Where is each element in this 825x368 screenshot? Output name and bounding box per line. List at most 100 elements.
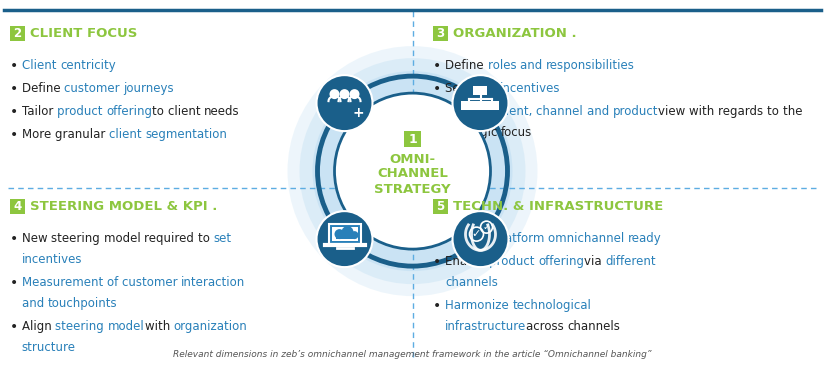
Text: infrastructure: infrastructure [446,320,526,333]
Text: STRATEGY: STRATEGY [375,183,450,196]
Text: Define: Define [446,59,488,72]
Text: Relevant dimensions in zeb’s omnichannel management framework in the article “Om: Relevant dimensions in zeb’s omnichannel… [173,350,652,359]
Ellipse shape [287,46,538,296]
Text: •: • [10,128,18,142]
Text: and: and [520,59,546,72]
Ellipse shape [342,226,353,238]
FancyBboxPatch shape [433,199,448,214]
Text: Harmonize: Harmonize [446,299,512,312]
Text: •: • [433,255,441,269]
Text: New: New [22,232,51,245]
Text: segmentation: segmentation [145,128,227,141]
Text: •: • [433,299,441,313]
Text: customer: customer [64,82,124,95]
Text: ✓: ✓ [472,229,481,239]
Ellipse shape [351,231,359,239]
Text: channels: channels [568,320,620,333]
Ellipse shape [350,89,360,99]
Text: CHANNEL: CHANNEL [377,167,448,180]
FancyBboxPatch shape [328,224,361,244]
Text: •: • [10,105,18,119]
FancyBboxPatch shape [332,227,357,241]
Text: Tailor: Tailor [22,105,57,118]
Text: •: • [10,82,18,96]
Text: •: • [433,82,441,96]
Text: •: • [10,320,18,334]
Ellipse shape [452,211,508,267]
Text: the: the [783,105,806,118]
Text: Client: Client [22,59,60,72]
FancyBboxPatch shape [10,26,25,41]
Text: 3: 3 [436,27,445,40]
Text: structure: structure [22,341,76,354]
Ellipse shape [329,89,340,99]
Text: OMNI-: OMNI- [389,153,436,166]
Text: 4: 4 [13,200,21,213]
Text: omnichannel: omnichannel [548,232,628,245]
Text: •: • [10,276,18,290]
Ellipse shape [317,75,373,131]
Text: channel: channel [536,105,587,118]
Text: Align: Align [22,320,55,333]
Text: client,: client, [496,105,536,118]
Text: Product: Product [446,232,493,245]
Text: CLIENT FOCUS: CLIENT FOCUS [30,27,137,40]
Text: to: to [198,232,214,245]
Text: roles: roles [488,59,520,72]
FancyBboxPatch shape [433,26,448,41]
Text: Balance: Balance [446,105,496,118]
Text: Measurement: Measurement [22,276,107,289]
Text: incentives: incentives [22,253,82,266]
FancyBboxPatch shape [10,199,25,214]
Ellipse shape [334,229,345,239]
Text: journeys: journeys [124,82,174,95]
Text: model: model [104,232,144,245]
Text: across: across [526,320,568,333]
Text: offering: offering [106,105,153,118]
Text: responsibilities: responsibilities [546,59,634,72]
FancyBboxPatch shape [403,131,422,147]
Text: view: view [658,105,689,118]
Text: TECHN. & INFRASTRUCTURE: TECHN. & INFRASTRUCTURE [453,200,663,213]
Text: STEERING MODEL & KPI .: STEERING MODEL & KPI . [30,200,217,213]
Text: 1: 1 [408,132,417,146]
Text: 5: 5 [436,200,445,213]
FancyBboxPatch shape [336,234,353,239]
Text: Define: Define [22,82,64,95]
Text: ready: ready [628,232,662,245]
Text: model: model [108,320,144,333]
Ellipse shape [452,75,508,131]
Text: with: with [689,105,718,118]
Text: granular: granular [55,128,109,141]
Text: interaction: interaction [182,276,246,289]
Text: steering: steering [55,320,108,333]
Text: regards: regards [718,105,767,118]
Text: More: More [22,128,55,141]
Text: •: • [433,59,441,73]
Text: set: set [214,232,232,245]
Text: right: right [469,82,500,95]
Text: and: and [22,297,48,310]
Text: and: and [587,105,613,118]
Text: +: + [353,106,365,120]
Text: required: required [144,232,198,245]
Text: client: client [168,105,205,118]
Text: product: product [489,255,539,268]
Text: Enable: Enable [446,255,489,268]
Text: platform: platform [493,232,548,245]
Text: to: to [767,105,783,118]
Text: ✓: ✓ [483,222,491,232]
Text: organization: organization [173,320,248,333]
Text: via: via [584,255,606,268]
Text: steering: steering [51,232,104,245]
FancyBboxPatch shape [474,101,488,110]
Text: touchpoints: touchpoints [48,297,117,310]
Ellipse shape [299,58,526,284]
Text: product: product [613,105,658,118]
Ellipse shape [313,71,512,271]
FancyBboxPatch shape [474,86,488,95]
Text: product: product [57,105,106,118]
Text: •: • [10,59,18,73]
FancyBboxPatch shape [461,101,475,110]
Text: to: to [153,105,168,118]
